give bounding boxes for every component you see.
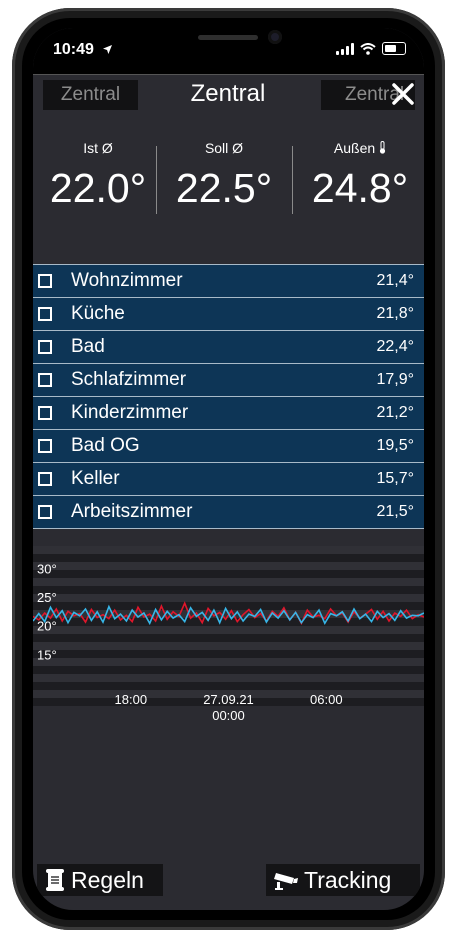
close-icon[interactable] — [390, 80, 416, 108]
chart-grid-band — [33, 690, 424, 698]
room-row[interactable]: Kinderzimmer 21,2° — [33, 397, 424, 430]
prev-zone-button[interactable]: Zentral — [43, 80, 138, 110]
header: Zentral Zentral Zentral — [33, 74, 424, 113]
location-arrow-icon — [103, 45, 112, 54]
room-row[interactable]: Wohnzimmer 21,4° — [33, 264, 424, 298]
room-name: Kinderzimmer — [71, 402, 189, 423]
room-row[interactable]: Bad 22,4° — [33, 331, 424, 364]
chart-grid-band — [33, 674, 424, 682]
room-name: Bad OG — [71, 435, 140, 456]
status-bar: 10:49 — [33, 28, 424, 74]
actual-temp-value: 22.0° — [49, 165, 147, 211]
temperature-summary: Ist Ø 22.0° Soll Ø 22.5° Außen 24.8° — [33, 138, 424, 228]
room-checkbox[interactable] — [38, 505, 52, 519]
x-tick-sublabel: 00:00 — [212, 708, 245, 723]
y-tick-label: 30° — [37, 562, 57, 577]
room-row[interactable]: Arbeitszimmer 21,5° — [33, 496, 424, 529]
room-name: Bad — [71, 336, 105, 357]
thermometer-icon — [379, 141, 386, 154]
zone-title: Zentral — [190, 80, 266, 107]
room-temp: 17,9° — [376, 371, 414, 388]
room-temp: 19,5° — [376, 437, 414, 454]
app-screen: 10:49 Zentral Zentral Zentral Ist Ø — [33, 28, 424, 910]
room-checkbox[interactable] — [38, 307, 52, 321]
divider — [292, 146, 293, 214]
x-tick-label: 06:00 — [310, 692, 343, 707]
chart-grid-band — [33, 626, 424, 634]
room-row[interactable]: Bad OG 19,5° — [33, 430, 424, 463]
room-checkbox[interactable] — [38, 373, 52, 387]
room-checkbox[interactable] — [38, 439, 52, 453]
room-list: Wohnzimmer 21,4° Küche 21,8° Bad 22,4° Schlafz… — [33, 264, 424, 529]
x-tick-label: 27.09.21 — [203, 692, 254, 707]
tracking-button[interactable]: Tracking — [266, 864, 420, 896]
room-temp: 21,2° — [376, 404, 414, 421]
notch — [133, 28, 323, 60]
room-name: Keller — [71, 468, 120, 489]
chart-grid-band — [33, 594, 424, 602]
signal-icon — [336, 42, 354, 55]
room-checkbox[interactable] — [38, 340, 52, 354]
wifi-icon — [360, 42, 376, 55]
room-row[interactable]: Keller 15,7° — [33, 463, 424, 496]
rules-button[interactable]: Regeln — [37, 864, 163, 896]
temperature-chart: 30° 25° 20° 15° 18:00 27.09.21 00:00 06:00 — [33, 536, 424, 726]
room-checkbox[interactable] — [38, 472, 52, 486]
outside-temp-label: Außen — [295, 138, 424, 158]
room-temp: 21,5° — [376, 503, 414, 520]
scroll-icon — [46, 869, 64, 891]
front-camera — [268, 30, 282, 44]
actual-temp: Ist Ø 22.0° — [33, 138, 163, 216]
actual-temp-label: Ist Ø — [83, 140, 113, 156]
room-name: Küche — [71, 303, 125, 324]
outside-temp: Außen 24.8° — [295, 138, 424, 216]
speaker-grille — [198, 35, 258, 40]
target-temp-value: 22.5° — [175, 165, 273, 211]
outside-temp-value: 24.8° — [311, 165, 409, 211]
chart-grid-band — [33, 578, 424, 586]
room-temp: 21,8° — [376, 305, 414, 322]
target-temp: Soll Ø 22.5° — [159, 138, 289, 216]
next-zone-button[interactable]: Zentral — [321, 80, 415, 110]
chart-grid-band — [33, 642, 424, 650]
room-temp: 15,7° — [376, 470, 414, 487]
status-time: 10:49 — [53, 41, 94, 58]
camera-icon — [274, 873, 298, 890]
series-line-1 — [33, 604, 424, 626]
room-checkbox[interactable] — [38, 406, 52, 420]
y-tick-label: 25° — [37, 590, 57, 605]
bottom-bar: Regeln Tracking — [33, 864, 424, 910]
room-temp: 21,4° — [376, 272, 414, 289]
target-temp-label: Soll Ø — [204, 140, 244, 156]
room-row[interactable]: Schlafzimmer 17,9° — [33, 364, 424, 397]
chart-grid-band — [33, 546, 424, 554]
room-checkbox[interactable] — [38, 274, 52, 288]
x-tick-label: 18:00 — [115, 692, 148, 707]
y-tick-label: 15° — [37, 647, 57, 662]
room-name: Wohnzimmer — [71, 270, 183, 291]
room-name: Schlafzimmer — [71, 369, 187, 390]
chart-grid-band — [33, 658, 424, 666]
room-name: Arbeitszimmer — [71, 501, 193, 522]
rules-label: Regeln — [71, 866, 144, 893]
chart-grid-band — [33, 562, 424, 570]
outside-temp-label-text: Außen — [333, 140, 376, 156]
divider — [156, 146, 157, 214]
room-row[interactable]: Küche 21,8° — [33, 298, 424, 331]
tracking-label: Tracking — [304, 866, 392, 893]
room-temp: 22,4° — [376, 338, 414, 355]
battery-icon — [382, 42, 406, 55]
y-tick-label: 20° — [37, 619, 57, 634]
status-icons — [336, 42, 406, 55]
